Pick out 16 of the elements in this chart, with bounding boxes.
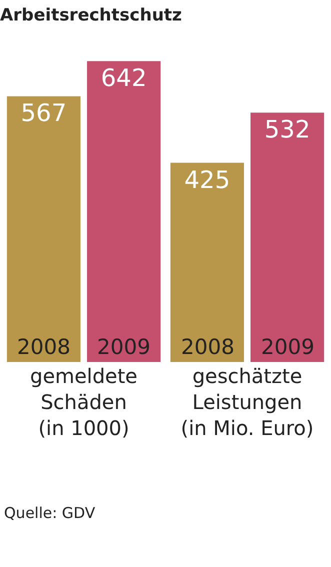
text: 2009	[261, 335, 314, 359]
bar	[170, 162, 244, 362]
series-label: 2009	[97, 335, 150, 359]
series-label: 2008	[17, 335, 70, 359]
bar	[250, 112, 324, 362]
x-tick-label: geschätzte Leistungen (in Mio. Euro)	[180, 364, 314, 440]
data-label: 425	[184, 166, 230, 194]
text: 2008	[181, 335, 234, 359]
bar	[87, 61, 161, 362]
chart-title: Arbeitsrechtschutz	[0, 5, 182, 26]
data-label: 567	[20, 99, 67, 128]
source-note: Quelle: GDV	[4, 504, 96, 522]
data-label: 642	[100, 64, 147, 92]
data-label: 532	[264, 116, 310, 144]
bar	[6, 96, 80, 362]
x-tick-label: gemeldete Schäden (in 1000)	[30, 364, 138, 440]
